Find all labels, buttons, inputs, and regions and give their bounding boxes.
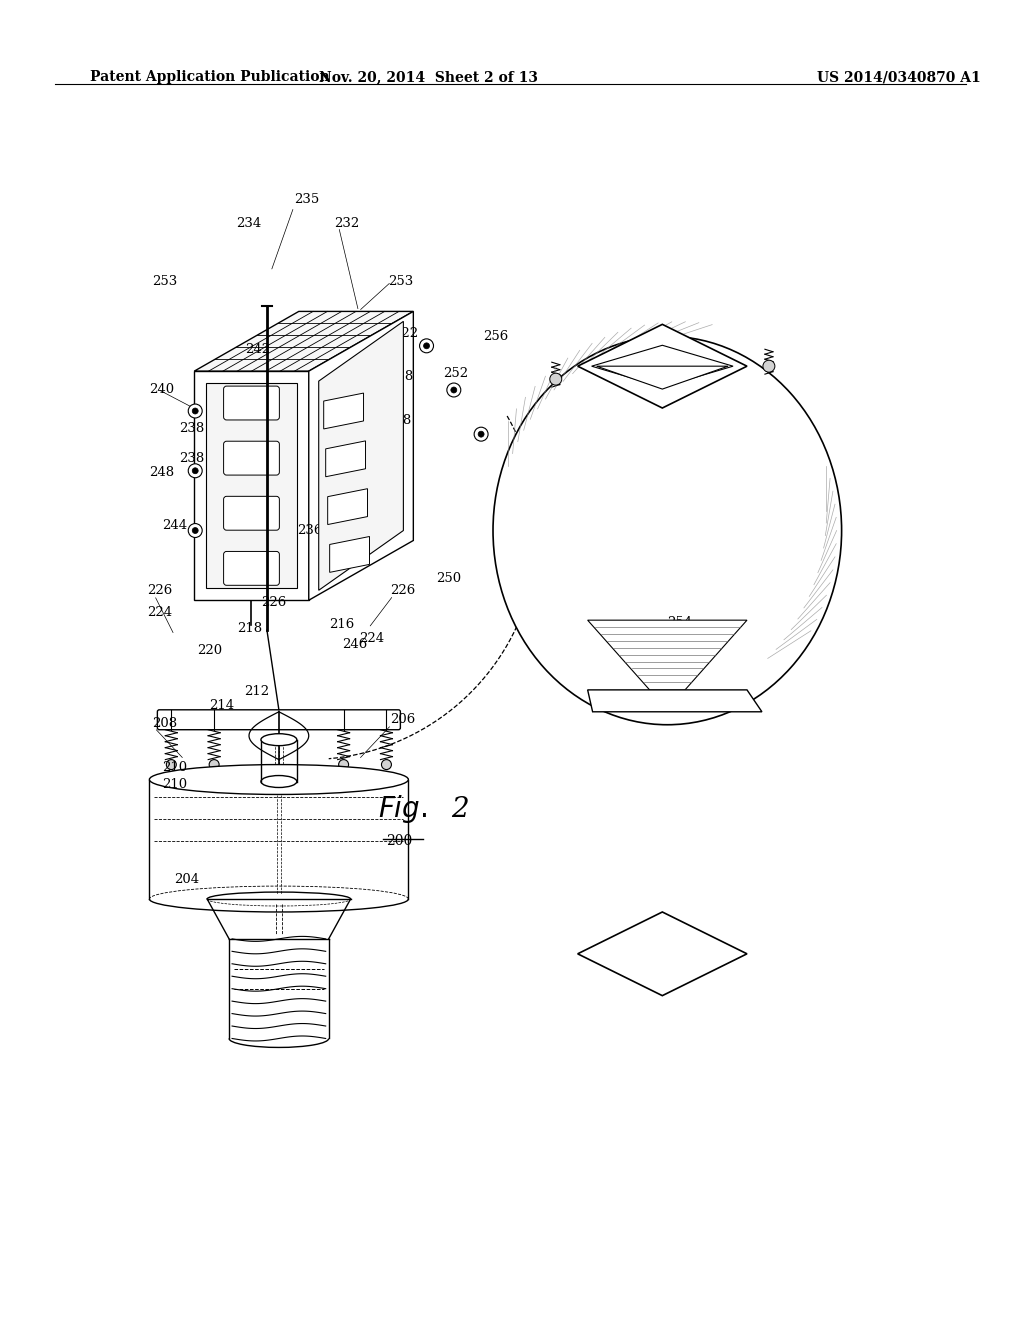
Text: US 2014/0340870 A1: US 2014/0340870 A1 [817,70,980,84]
Circle shape [382,759,391,770]
Text: 226: 226 [147,583,173,597]
Text: 208: 208 [153,717,177,730]
Text: 200: 200 [386,834,413,849]
Text: 204: 204 [174,873,200,886]
Text: 226: 226 [390,583,416,597]
Text: 224: 224 [147,606,172,619]
Polygon shape [309,312,414,601]
Text: 226: 226 [261,595,286,609]
Text: 246: 246 [343,638,368,651]
Polygon shape [195,371,309,601]
Text: 220: 220 [198,644,222,656]
Text: 238: 238 [179,453,205,466]
Circle shape [188,404,202,418]
FancyBboxPatch shape [223,441,280,475]
Text: 238: 238 [386,414,412,428]
Text: Patent Application Publication: Patent Application Publication [90,70,330,84]
Text: 240: 240 [150,383,174,396]
Polygon shape [326,441,366,477]
Text: 235: 235 [294,193,319,206]
Circle shape [446,383,461,397]
Text: 222: 222 [393,327,419,339]
Text: 236: 236 [297,524,323,537]
Text: 216: 216 [329,618,354,631]
Circle shape [193,467,199,474]
Text: 238: 238 [179,422,205,436]
Text: 252: 252 [647,359,673,372]
Circle shape [209,759,219,770]
Circle shape [188,463,202,478]
Text: 252: 252 [443,367,468,380]
FancyBboxPatch shape [158,710,400,730]
Text: 250: 250 [436,572,462,585]
Ellipse shape [261,776,297,788]
Circle shape [763,360,775,372]
FancyBboxPatch shape [223,387,280,420]
Text: 254: 254 [668,615,692,628]
Polygon shape [588,620,746,710]
FancyBboxPatch shape [206,383,297,589]
Text: 214: 214 [209,700,234,713]
Polygon shape [324,393,364,429]
Text: Nov. 20, 2014  Sheet 2 of 13: Nov. 20, 2014 Sheet 2 of 13 [318,70,538,84]
Polygon shape [578,912,746,995]
FancyBboxPatch shape [223,496,280,531]
Text: 248: 248 [150,466,174,479]
Polygon shape [578,325,746,408]
Text: 230: 230 [344,549,369,562]
Circle shape [188,524,202,537]
Circle shape [193,528,199,533]
Circle shape [339,759,348,770]
Text: $\mathit{Fig.}$  2: $\mathit{Fig.}$ 2 [379,793,470,825]
Polygon shape [588,690,762,711]
Polygon shape [328,488,368,524]
Text: 242: 242 [245,343,270,356]
Text: 238: 238 [388,370,414,383]
Text: 242: 242 [229,524,254,537]
Circle shape [420,339,433,352]
Text: 210: 210 [163,777,187,791]
Ellipse shape [150,764,409,795]
Polygon shape [592,346,733,387]
Ellipse shape [493,337,842,725]
Circle shape [550,374,562,385]
Circle shape [451,387,457,393]
Text: 218: 218 [237,622,262,635]
Text: 238: 238 [242,524,267,537]
Text: 253: 253 [153,275,177,288]
Text: 224: 224 [359,631,385,644]
Text: 232: 232 [334,218,358,230]
Polygon shape [318,321,403,590]
Ellipse shape [261,734,297,746]
Text: 206: 206 [390,713,416,726]
Text: 244: 244 [163,519,187,532]
Text: 234: 234 [237,218,261,230]
FancyBboxPatch shape [223,552,280,585]
Circle shape [193,408,199,414]
Circle shape [478,432,484,437]
Polygon shape [330,536,370,573]
Text: 256: 256 [483,330,508,343]
Polygon shape [195,312,414,371]
Text: 212: 212 [244,685,269,698]
Text: 253: 253 [388,275,414,288]
Polygon shape [597,366,728,389]
Circle shape [474,428,488,441]
Circle shape [166,759,176,770]
Circle shape [424,343,429,348]
Text: 210: 210 [163,762,187,774]
